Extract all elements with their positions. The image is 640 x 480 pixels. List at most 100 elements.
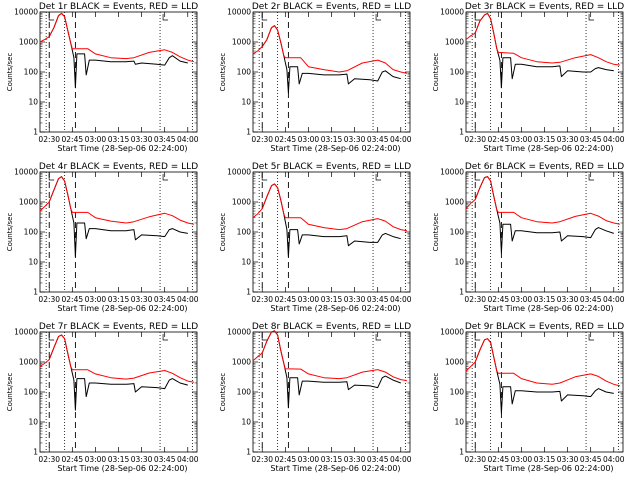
y-axis-label: Counts/sec bbox=[432, 373, 440, 412]
series-line-black bbox=[474, 338, 614, 414]
y-axis-label: Counts/sec bbox=[432, 53, 440, 92]
series-line-red bbox=[39, 176, 195, 225]
x-tick-label: 03:00 bbox=[298, 295, 320, 304]
l-marker bbox=[162, 14, 169, 21]
chart-title: Det 6r BLACK = Events, RED = LLD bbox=[465, 162, 624, 172]
chart-title: Det 4r BLACK = Events, RED = LLD bbox=[39, 162, 198, 172]
y-tick-label: 10 bbox=[241, 258, 251, 267]
chart-title: Det 3r BLACK = Events, RED = LLD bbox=[465, 2, 624, 12]
x-tick-label: 03:15 bbox=[321, 295, 343, 304]
l-marker bbox=[588, 14, 595, 21]
x-tick-label: 03:00 bbox=[85, 135, 107, 144]
y-tick-label: 1 bbox=[33, 128, 38, 137]
x-tick-label: 03:30 bbox=[131, 455, 153, 464]
x-tick-label: 02:30 bbox=[38, 135, 60, 144]
y-tick-label: 10 bbox=[28, 258, 38, 267]
l-marker bbox=[474, 14, 481, 21]
x-tick-label: 02:30 bbox=[251, 135, 273, 144]
plot-frame bbox=[39, 331, 198, 453]
l-marker bbox=[474, 174, 481, 181]
chart-det-9: Det 9r BLACK = Events, RED = LLD 1 10 100 10… bbox=[432, 322, 625, 473]
y-tick-label: 1000 bbox=[232, 198, 251, 207]
x-tick-label: 03:45 bbox=[367, 455, 389, 464]
y-tick-label: 10 bbox=[454, 418, 464, 427]
y-tick-label: 100 bbox=[24, 228, 39, 237]
x-tick-label: 03:30 bbox=[557, 135, 579, 144]
y-tick-label: 10 bbox=[454, 98, 464, 107]
x-tick-label: 03:45 bbox=[367, 135, 389, 144]
x-tick-label: 03:30 bbox=[344, 295, 366, 304]
series-line-black bbox=[261, 25, 401, 94]
chart-title: Det 5r BLACK = Events, RED = LLD bbox=[252, 162, 411, 172]
chart-det-1: Det 1r BLACK = Events, RED = LLD 1 10 100 10… bbox=[6, 2, 199, 153]
y-tick-label: 10000 bbox=[227, 8, 251, 17]
y-tick-label: 1000 bbox=[232, 38, 251, 47]
x-tick-label: 03:15 bbox=[534, 295, 556, 304]
plot-frame bbox=[252, 171, 411, 293]
y-tick-label: 10000 bbox=[14, 328, 38, 337]
y-tick-label: 100 bbox=[237, 68, 252, 77]
y-tick-label: 10000 bbox=[440, 8, 464, 17]
series-line-black bbox=[48, 334, 188, 411]
y-tick-label: 100 bbox=[237, 228, 252, 237]
y-tick-label: 1000 bbox=[19, 358, 38, 367]
x-tick-label: 03:15 bbox=[534, 455, 556, 464]
l-marker bbox=[261, 14, 268, 21]
y-tick-label: 1 bbox=[246, 288, 251, 297]
l-marker bbox=[162, 174, 169, 181]
y-axis-label: Counts/sec bbox=[219, 213, 227, 252]
x-tick-label: 04:00 bbox=[603, 295, 625, 304]
y-tick-label: 100 bbox=[237, 388, 252, 397]
x-tick-label: 02:45 bbox=[275, 295, 297, 304]
x-tick-label: 03:15 bbox=[534, 135, 556, 144]
x-tick-label: 04:00 bbox=[603, 135, 625, 144]
l-marker bbox=[588, 334, 595, 341]
y-tick-label: 1 bbox=[246, 128, 251, 137]
y-tick-label: 1 bbox=[459, 288, 464, 297]
x-tick-label: 03:15 bbox=[108, 135, 130, 144]
y-tick-label: 1000 bbox=[19, 198, 38, 207]
x-tick-label: 02:45 bbox=[488, 455, 510, 464]
chart-title: Det 8r BLACK = Events, RED = LLD bbox=[252, 322, 411, 332]
series-line-red bbox=[39, 12, 195, 63]
l-marker bbox=[474, 334, 481, 341]
series-line-black bbox=[474, 12, 614, 89]
x-tick-label: 03:45 bbox=[154, 295, 176, 304]
x-tick-label: 03:45 bbox=[580, 135, 602, 144]
x-tick-label: 02:30 bbox=[38, 295, 60, 304]
series-line-red bbox=[465, 338, 621, 387]
plot-frame bbox=[465, 171, 624, 293]
x-axis-label: Start Time (28-Sep-06 02:24:00) bbox=[270, 464, 400, 473]
series-line-black bbox=[261, 330, 401, 409]
x-tick-label: 03:00 bbox=[85, 295, 107, 304]
x-tick-label: 03:30 bbox=[131, 135, 153, 144]
x-tick-label: 03:15 bbox=[321, 135, 343, 144]
y-tick-label: 1 bbox=[246, 448, 251, 457]
x-tick-label: 03:45 bbox=[580, 295, 602, 304]
y-tick-label: 1 bbox=[33, 288, 38, 297]
chart-title: Det 7r BLACK = Events, RED = LLD bbox=[39, 322, 198, 332]
plot-frame bbox=[252, 331, 411, 453]
l-marker bbox=[375, 174, 382, 181]
x-tick-label: 03:30 bbox=[344, 135, 366, 144]
x-tick-label: 03:00 bbox=[85, 455, 107, 464]
chart-det-3: Det 3r BLACK = Events, RED = LLD 1 10 100 10… bbox=[432, 2, 625, 153]
x-tick-label: 03:00 bbox=[511, 455, 533, 464]
x-tick-label: 03:45 bbox=[154, 455, 176, 464]
y-tick-label: 10000 bbox=[440, 168, 464, 177]
y-tick-label: 1 bbox=[33, 448, 38, 457]
l-marker bbox=[261, 334, 268, 341]
l-marker bbox=[375, 334, 382, 341]
x-tick-label: 03:15 bbox=[108, 455, 130, 464]
series-line-red bbox=[465, 12, 620, 66]
y-axis-label: Counts/sec bbox=[219, 53, 227, 92]
y-tick-label: 1000 bbox=[445, 358, 464, 367]
x-tick-label: 03:00 bbox=[298, 455, 320, 464]
y-tick-label: 10000 bbox=[227, 168, 251, 177]
series-line-red bbox=[39, 334, 194, 383]
y-tick-label: 100 bbox=[450, 68, 465, 77]
x-axis-label: Start Time (28-Sep-06 02:24:00) bbox=[270, 304, 400, 313]
chart-det-6: Det 6r BLACK = Events, RED = LLD 1 10 100 10… bbox=[432, 162, 625, 313]
x-axis-label: Start Time (28-Sep-06 02:24:00) bbox=[270, 144, 400, 153]
